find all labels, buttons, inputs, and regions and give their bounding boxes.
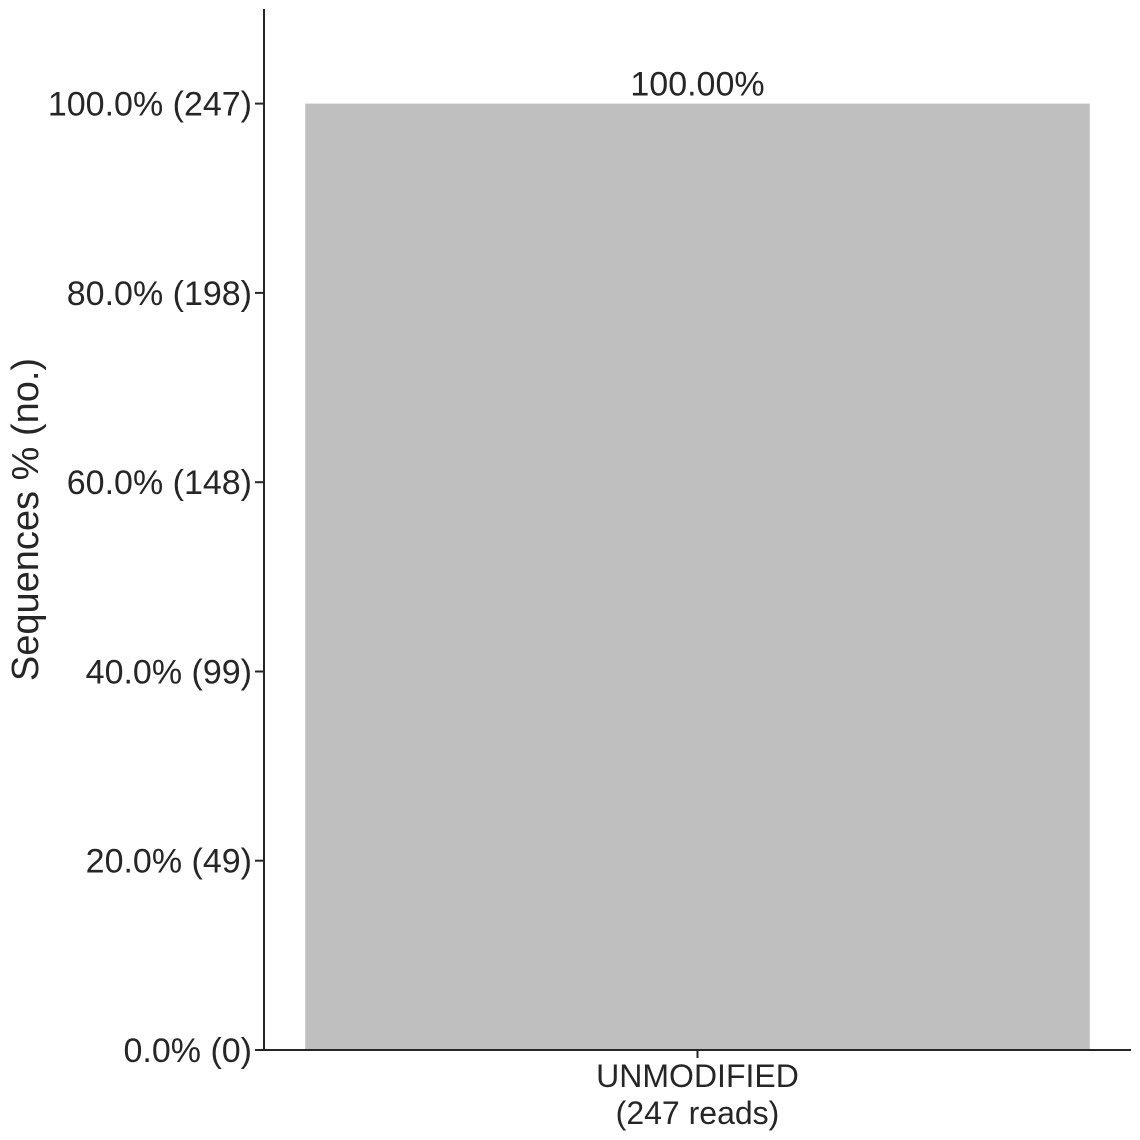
x-category-label-0: UNMODIFIED (247 reads) [596,1058,799,1131]
y-ticks-group: 0.0% (0) 20.0% (49) 40.0% (99) 60.0% (148) 8… [48,86,264,1070]
y-tick-label-2: 40.0% (99) [86,654,252,692]
y-tick-label-3: 60.0% (148) [67,464,252,502]
y-tick-label-5: 100.0% (247) [48,86,252,124]
x-category-labels: UNMODIFIED (247 reads) [596,1050,799,1131]
bar-value-label-0: 100.00% [630,66,764,104]
y-axis-label: Sequences % (no.) [5,358,47,681]
y-tick-label-0: 0.0% (0) [124,1032,253,1070]
bars-group [305,103,1090,1051]
bar-0 [305,103,1090,1051]
y-tick-label-1: 20.0% (49) [86,843,252,881]
bar-value-labels: 100.00% [630,66,764,104]
y-tick-label-4: 80.0% (198) [67,275,252,313]
